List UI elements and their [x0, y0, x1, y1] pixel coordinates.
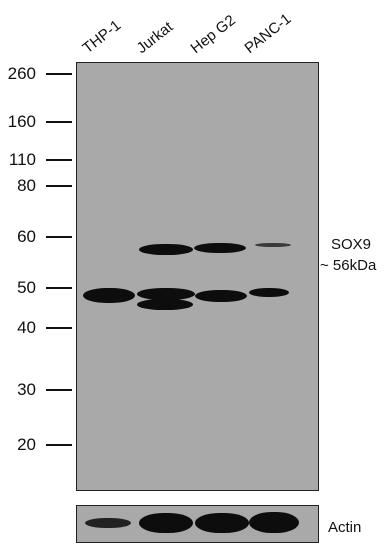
- marker-110: 110: [0, 150, 72, 170]
- lane-label-thp1: THP-1: [79, 16, 125, 57]
- band-panc1-actin: [249, 512, 299, 533]
- band-panc1-lower: [249, 288, 289, 297]
- marker-tick: [46, 236, 72, 238]
- marker-tick: [46, 327, 72, 329]
- marker-30: 30: [0, 380, 72, 400]
- marker-label: 110: [8, 150, 36, 169]
- band-jurkat-lower-a: [137, 288, 195, 300]
- marker-60: 60: [0, 227, 72, 247]
- band-thp1-lower: [83, 288, 135, 303]
- marker-label: 80: [17, 176, 36, 195]
- marker-tick: [46, 121, 72, 123]
- marker-20: 20: [0, 435, 72, 455]
- marker-tick: [46, 159, 72, 161]
- protein-size-label: ~ 56kDa: [320, 257, 377, 274]
- marker-label: 20: [17, 435, 36, 454]
- lane-label-hepg2: Hep G2: [187, 11, 239, 58]
- actin-label: Actin: [328, 519, 362, 536]
- marker-80: 80: [0, 176, 72, 196]
- band-panc1-upper: [255, 243, 291, 247]
- marker-260: 260: [0, 64, 72, 84]
- marker-tick: [46, 444, 72, 446]
- band-hepg2-upper: [194, 243, 246, 253]
- band-hepg2-actin: [195, 513, 249, 533]
- band-thp1-actin: [85, 518, 131, 528]
- lane-label-panc1: PANC-1: [241, 10, 295, 57]
- marker-50: 50: [0, 278, 72, 298]
- marker-tick: [46, 185, 72, 187]
- marker-160: 160: [0, 112, 72, 132]
- band-jurkat-lower-b: [137, 299, 193, 310]
- marker-label: 50: [17, 278, 36, 297]
- actin-blot-panel: [76, 505, 319, 543]
- protein-label: SOX9: [331, 236, 372, 253]
- marker-tick: [46, 73, 72, 75]
- marker-tick: [46, 389, 72, 391]
- marker-tick: [46, 287, 72, 289]
- band-jurkat-upper: [139, 244, 193, 255]
- marker-label: 160: [7, 112, 36, 131]
- band-hepg2-lower: [195, 290, 247, 302]
- marker-label: 40: [17, 318, 36, 337]
- marker-label: 60: [17, 227, 36, 246]
- marker-label: 260: [7, 64, 36, 83]
- marker-label: 30: [17, 380, 36, 399]
- band-jurkat-actin: [139, 513, 193, 533]
- lane-label-jurkat: Jurkat: [133, 18, 177, 58]
- western-blot-panel: [76, 62, 319, 491]
- marker-40: 40: [0, 318, 72, 338]
